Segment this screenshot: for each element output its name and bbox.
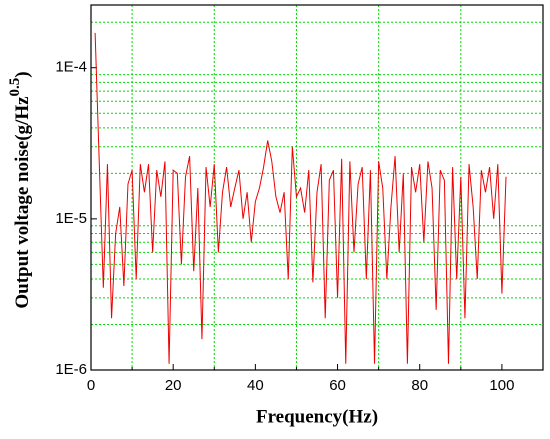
y-tick-label: 1E-6 bbox=[55, 361, 87, 378]
y-label-exp: 0.5 bbox=[7, 78, 23, 97]
y-label-end: ) bbox=[12, 71, 33, 77]
x-tick-label: 0 bbox=[87, 377, 95, 394]
data-line bbox=[94, 32, 507, 364]
y-label-main: Output voltage noise(g/Hz bbox=[12, 96, 33, 309]
x-tick-label: 60 bbox=[329, 377, 346, 394]
y-tick-label: 1E-5 bbox=[55, 210, 87, 227]
x-tick-label: 100 bbox=[489, 377, 514, 394]
x-tick-label: 40 bbox=[247, 377, 264, 394]
x-tick-label: 80 bbox=[411, 377, 428, 394]
x-tick-label: 20 bbox=[165, 377, 182, 394]
plot-frame bbox=[90, 4, 544, 371]
y-tick-label: 1E-4 bbox=[55, 59, 87, 76]
x-axis-label: Frequency(Hz) bbox=[256, 406, 378, 427]
y-axis-label: Output voltage noise(g/Hz0.5) bbox=[7, 71, 33, 308]
